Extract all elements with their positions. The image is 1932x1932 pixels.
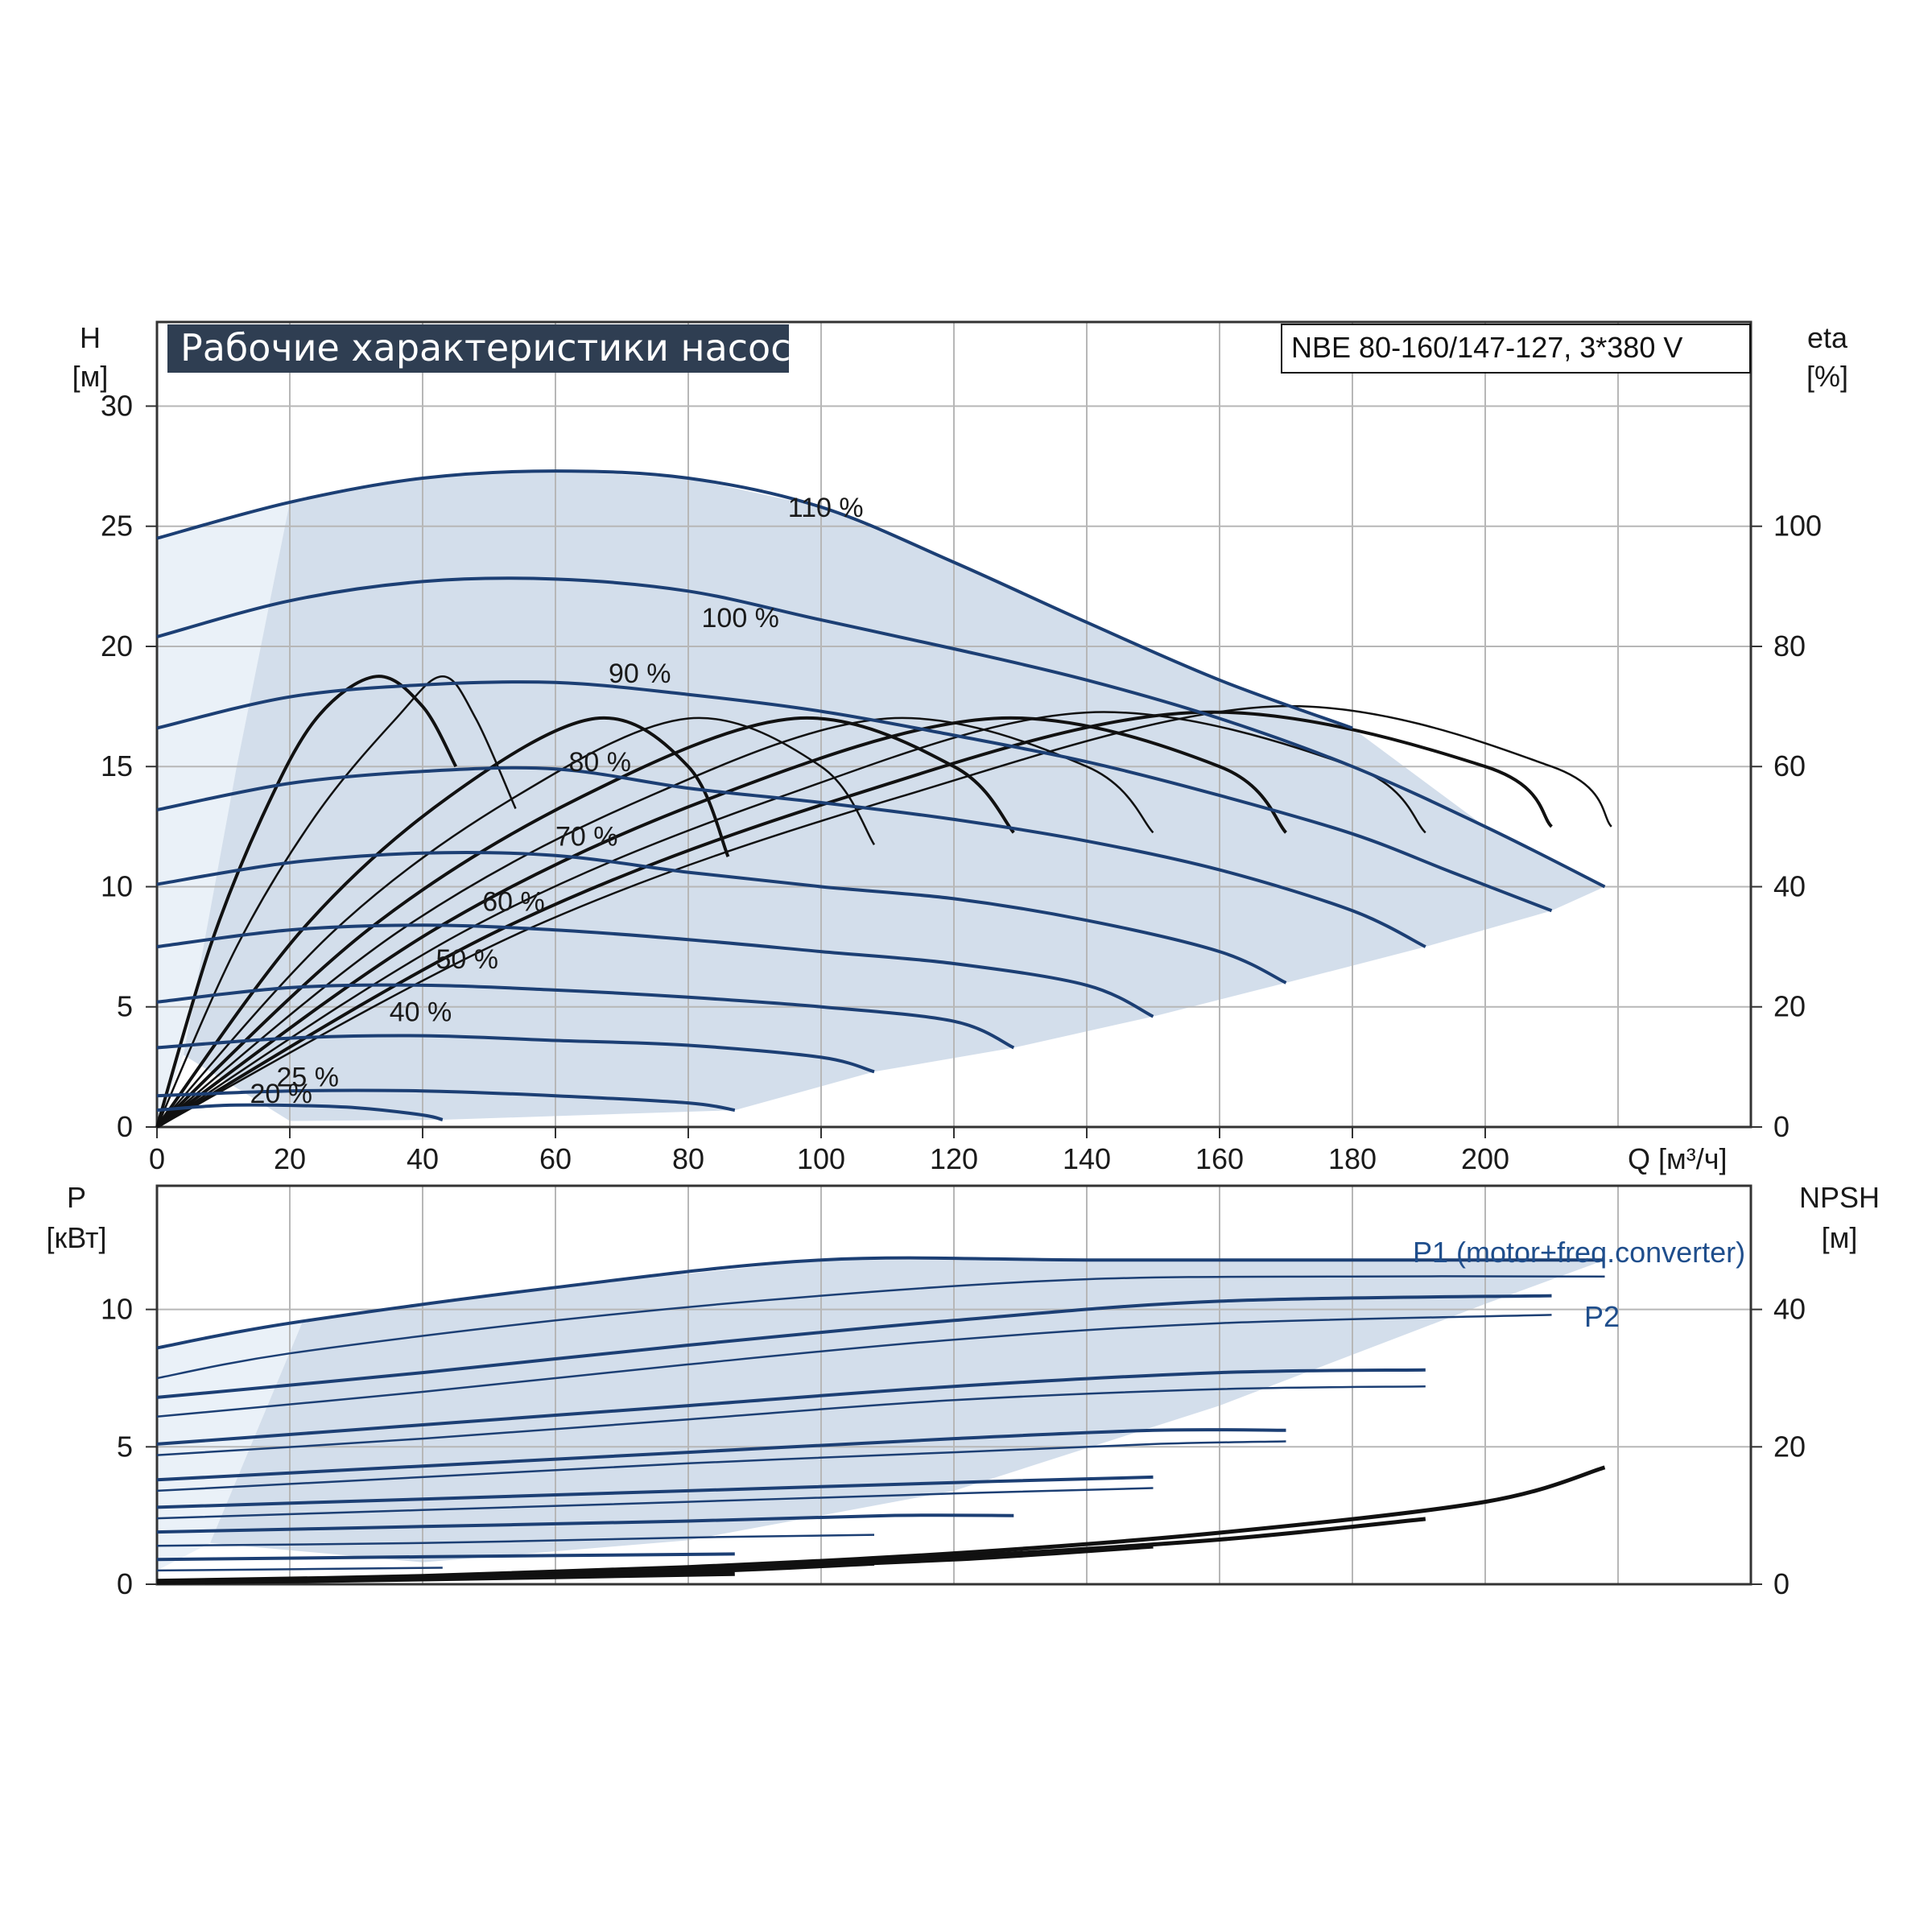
efficiency-curve (156, 716, 1154, 1128)
low-flow-area (157, 502, 290, 1127)
x-tick-label: 100 (797, 1142, 845, 1175)
efficiency-curve (156, 710, 1553, 1129)
y2-tick-label: 100 (1773, 510, 1822, 543)
head-curve (156, 850, 1287, 985)
y-tick-label: 0 (117, 1567, 133, 1600)
y2-tick-label: 40 (1773, 1293, 1806, 1326)
npsh-curve (156, 1571, 735, 1585)
head-curve (156, 469, 1353, 730)
head-curve-label: 25 % (277, 1062, 340, 1092)
head-curve (156, 679, 1553, 913)
efficiency-curve (155, 716, 730, 1129)
x-tick-label: 80 (672, 1142, 704, 1175)
head-curve-label: 70 % (555, 822, 618, 852)
y-tick-label: 10 (101, 869, 133, 902)
y-axis-label: P (67, 1181, 86, 1214)
y2-axis-unit: [м] (1822, 1221, 1858, 1254)
x-tick-label: 200 (1461, 1142, 1509, 1175)
head-curve-label: 20 % (250, 1079, 313, 1109)
x-tick-label: 20 (274, 1142, 306, 1175)
operating-area (184, 471, 1605, 1121)
y-tick-label: 30 (101, 389, 133, 422)
power-curve (156, 1314, 1552, 1418)
efficiency-curve (155, 675, 458, 1128)
efficiency-curve (155, 675, 517, 1128)
efficiency-curve (156, 704, 1612, 1129)
y-tick-label: 25 (101, 510, 133, 543)
head-curve-label: 40 % (390, 997, 452, 1028)
head-curve (156, 923, 1154, 1018)
y2-tick-label: 40 (1773, 869, 1806, 902)
y2-axis-label: eta (1807, 321, 1848, 354)
x-axis-label: Q [м³/ч] (1628, 1142, 1728, 1175)
x-tick-label: 60 (539, 1142, 572, 1175)
operating-area (210, 1260, 1605, 1563)
power-curve (156, 1567, 443, 1572)
head-curve-label: 100 % (702, 603, 779, 634)
x-tick-label: 40 (407, 1142, 439, 1175)
y-tick-label: 10 (101, 1293, 133, 1326)
chart-title-box (167, 324, 789, 373)
y2-tick-label: 20 (1773, 1430, 1806, 1463)
model-label: NBE 80-160/147-127, 3*380 V (1291, 331, 1682, 364)
power-curve (156, 1368, 1426, 1446)
power-curve (156, 1534, 875, 1547)
power-curve (156, 1440, 1286, 1492)
x-tick-label: 160 (1195, 1142, 1244, 1175)
head-curve (156, 576, 1606, 889)
head-curve (156, 1034, 875, 1074)
power-curve (156, 1275, 1605, 1380)
head-curve-label: 90 % (609, 658, 671, 689)
model-box (1281, 324, 1751, 374)
head-curve-label: 110 % (788, 493, 864, 523)
y2-axis-unit: [%] (1806, 360, 1848, 393)
low-flow-area (157, 1320, 303, 1571)
x-tick-label: 180 (1328, 1142, 1377, 1175)
y-axis-label: H (80, 321, 101, 354)
y2-tick-label: 0 (1773, 1567, 1790, 1600)
chart-annotations: Рабочие характеристики насоса NBE 80-160… (167, 324, 1751, 374)
legend-p2: P2 (1584, 1300, 1620, 1333)
power-curve (156, 1256, 1605, 1350)
head-curve-label: 60 % (482, 886, 545, 917)
y-tick-label: 15 (101, 749, 133, 782)
x-tick-label: 120 (930, 1142, 978, 1175)
plot-frame (155, 1184, 1752, 1586)
power-curve (156, 1475, 1154, 1509)
y-tick-label: 0 (117, 1110, 133, 1143)
efficiency-curve (155, 716, 1288, 1129)
head-curve-label: 80 % (569, 747, 632, 778)
x-tick-label: 140 (1063, 1142, 1111, 1175)
power-curve (156, 1385, 1426, 1456)
y2-tick-label: 0 (1773, 1110, 1790, 1143)
power-curve (156, 1428, 1286, 1482)
power-curve (156, 1487, 1154, 1520)
head-curve (156, 983, 1015, 1050)
y2-tick-label: 80 (1773, 630, 1806, 663)
y-tick-label: 5 (117, 1430, 133, 1463)
y-axis-unit: [м] (72, 360, 109, 393)
head-efficiency-chart: 0 20 40 60 80 100 120 140 160 180 200 0 5 10 15 20 25 30 0… (72, 320, 1848, 1175)
y2-tick-label: 60 (1773, 749, 1806, 782)
y2-tick-label: 20 (1773, 990, 1806, 1023)
head-curve (156, 1103, 444, 1121)
y-tick-label: 20 (101, 630, 133, 663)
y-tick-label: 5 (117, 990, 133, 1023)
power-curve (156, 1513, 1014, 1534)
head-curve-label: 50 % (436, 944, 499, 975)
efficiency-curve (156, 716, 876, 1128)
head-curve (156, 766, 1426, 948)
power-npsh-chart: 0 5 10 0 20 40 P [кВт] NPSH [м] P1 (motor+freq.con… (46, 1181, 1880, 1600)
x-tick-label: 0 (149, 1142, 165, 1175)
y-axis-unit: [кВт] (46, 1221, 106, 1254)
head-curve (156, 1088, 736, 1113)
power-curve (156, 1294, 1552, 1399)
power-curve (156, 1552, 735, 1562)
chart-title: Рабочие характеристики насоса (180, 326, 814, 369)
y2-axis-label: NPSH (1799, 1181, 1880, 1214)
legend-p1: P1 (motor+freq.converter) (1413, 1236, 1745, 1269)
